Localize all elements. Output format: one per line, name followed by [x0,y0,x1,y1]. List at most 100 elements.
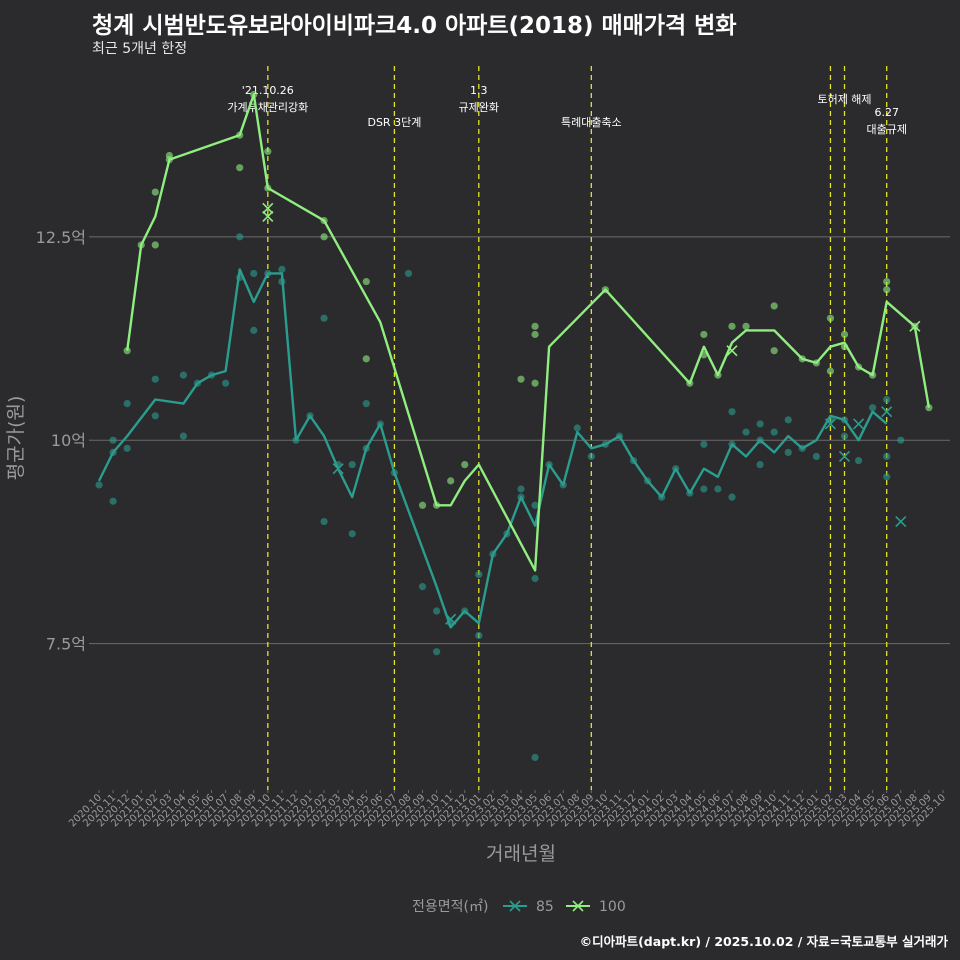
data-point-100 [826,367,835,375]
data-point-85 [95,481,103,489]
data-point-100 [826,314,835,322]
event-label: 6.27 [874,106,899,119]
data-point-100 [123,347,131,355]
event-label: 토허제 해제 [817,92,871,106]
data-point-100 [320,233,328,241]
data-point-100 [883,286,891,294]
data-point-85 [883,452,891,461]
data-point-85 [348,530,356,538]
chart-title: 청계 시범반도유보라아이비파크4.0 아파트(2018) 매매가격 변화 [92,13,737,39]
data-point-100 [165,151,173,160]
data-point-85 [714,485,722,493]
data-point-100 [362,277,370,286]
data-point-85 [531,574,539,583]
data-point-85 [728,408,736,416]
data-point-85 [123,444,131,452]
series-layer [95,90,933,762]
data-point-100 [883,277,891,286]
legend-label-85: 85 [536,899,554,915]
series-line-85 [97,268,888,629]
data-point-85 [348,461,356,469]
data-point-85 [404,269,413,278]
event-label: '21.10.26 [242,84,294,97]
data-point-85 [418,583,427,591]
data-point-85 [531,753,539,762]
y-tick-label: 7.5억 [46,635,86,654]
data-point-85 [883,395,891,404]
data-point-85 [700,485,708,493]
data-point-100 [531,330,539,339]
data-point-100 [151,188,159,196]
data-point-100 [770,347,778,355]
cancelled-deal-100 [262,202,274,214]
x-axis-title: 거래년월 [486,843,556,865]
legend-label-100: 100 [599,899,626,915]
data-point-100 [151,241,159,249]
data-point-100 [840,330,849,339]
y-tick-label: 10억 [51,431,86,450]
data-point-85 [784,448,792,457]
data-point-85 [854,456,863,465]
data-point-85 [320,517,328,526]
series-line-100 [126,93,931,572]
data-point-100 [264,147,272,156]
grid-layer [92,236,950,645]
cancelled-deal-100 [909,320,921,332]
data-point-85 [151,375,159,383]
cancelled-deal-85 [838,450,851,463]
data-point-85 [433,607,441,615]
data-point-85 [362,399,370,408]
data-point-85 [179,371,188,379]
event-label: 규제완화 [459,101,499,114]
data-point-85 [869,404,877,412]
data-point-85 [433,648,441,656]
data-point-100 [700,330,708,339]
data-point-100 [362,355,370,363]
data-point-85 [587,452,595,461]
cancelled-deal-85 [445,613,457,625]
event-label: 1.3 [470,84,488,97]
data-point-85 [897,436,905,444]
source-caption: ©디아파트(dapt.kr) / 2025.10.02 / 자료=국토교통부 실… [579,934,948,949]
data-point-85 [250,269,258,278]
data-point-85 [151,412,159,420]
y-axis-title: 평균가(원) [5,396,27,481]
data-point-85 [222,379,230,387]
data-point-85 [756,461,764,469]
cancelled-deal-85 [881,406,893,418]
data-point-85 [475,570,483,579]
data-point-85 [531,501,539,509]
data-point-100 [728,322,736,330]
data-point-85 [109,497,117,505]
legend: 전용면적(㎡) 85 100 [412,899,626,915]
data-point-85 [179,432,188,440]
data-point-100 [517,375,525,383]
data-point-100 [236,164,244,172]
data-point-100 [531,322,539,330]
event-label: DSR 3단계 [367,116,421,129]
data-point-85 [812,452,820,461]
data-point-85 [784,416,792,424]
event-label: 특례대출축소 [561,116,622,129]
data-point-100 [770,302,778,310]
cancelled-deal-85 [853,418,865,430]
cancelled-deal-100 [726,345,738,357]
data-point-100 [531,379,539,387]
data-point-85 [278,265,286,273]
data-point-85 [475,631,483,640]
data-point-85 [250,326,258,334]
data-point-85 [770,428,778,436]
event-label: 가계부채관리강화 [227,101,308,114]
chart-subtitle: 최근 5개년 한정 [92,41,188,57]
data-point-85 [742,428,750,436]
data-point-100 [418,501,427,509]
cancelled-deal-85 [332,463,344,475]
data-point-85 [123,399,131,408]
data-point-85 [700,440,708,448]
legend-title: 전용면적(㎡) [412,899,488,915]
data-point-85 [109,436,117,444]
legend-key-100 [566,900,590,912]
axis-layer: 7.5억10억12.5억2020.102020.112020.122021.01… [5,228,948,865]
